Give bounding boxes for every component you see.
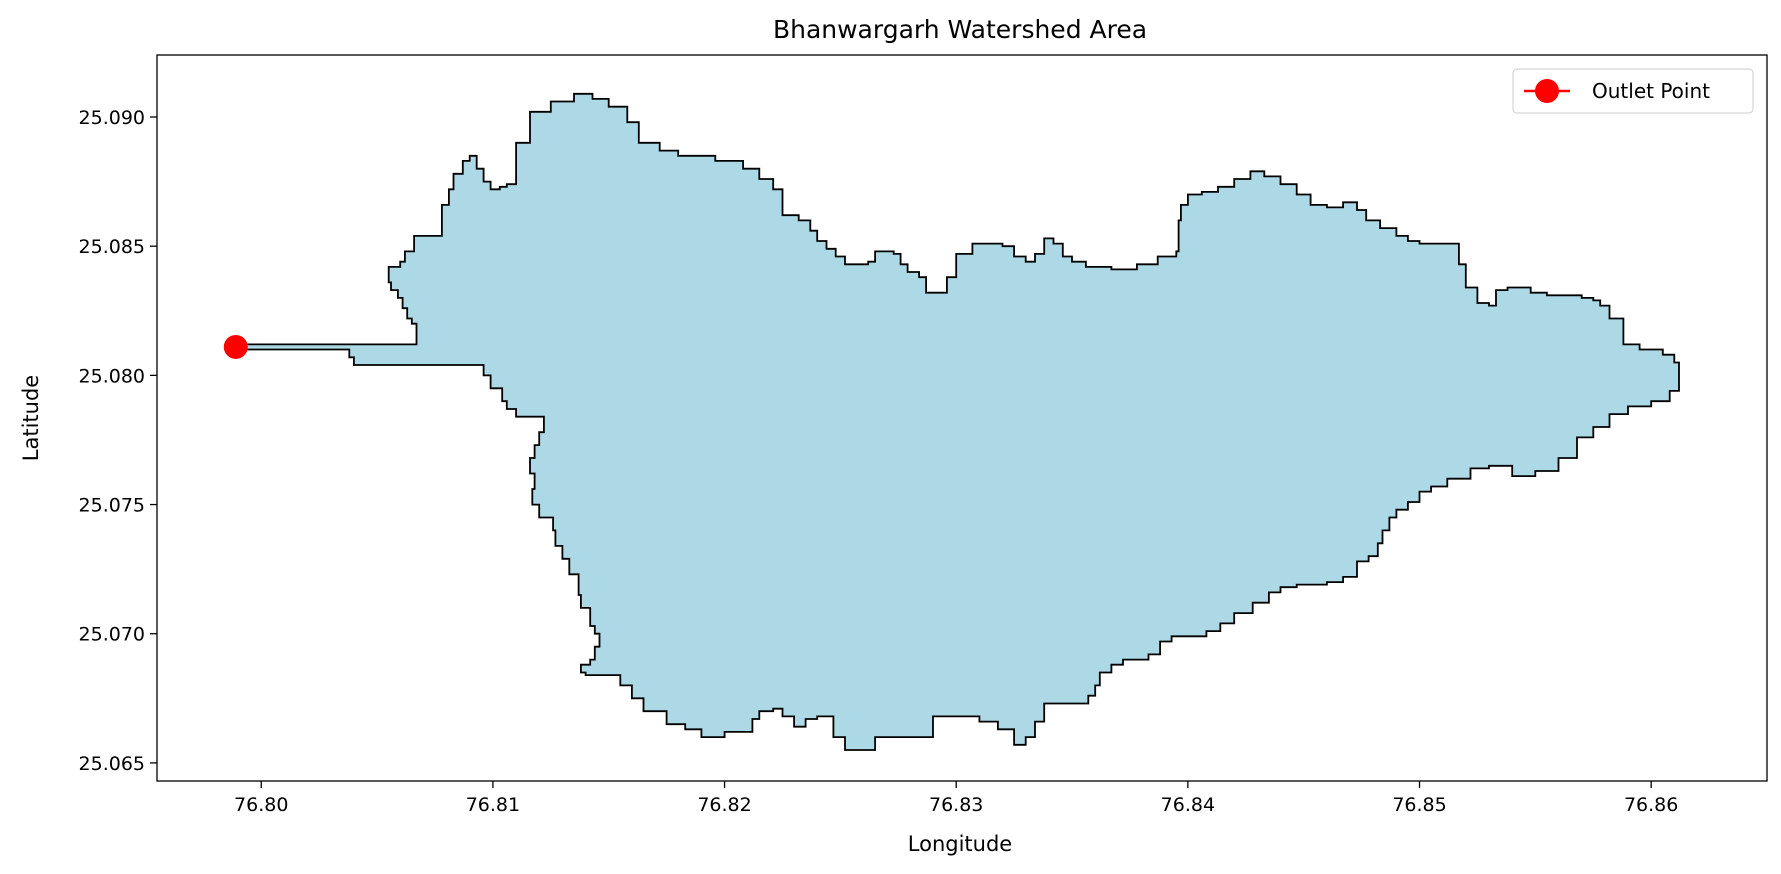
legend-entry-outlet-point: Outlet Point [1592, 79, 1710, 103]
x-tick-label: 76.84 [1161, 794, 1215, 816]
x-tick-label: 76.86 [1624, 794, 1678, 816]
x-tick-label: 76.83 [929, 794, 983, 816]
y-tick-label: 25.075 [79, 495, 145, 517]
y-axis-ticks: 25.065 25.070 25.075 25.080 25.085 25.090 [79, 107, 157, 775]
y-tick-label: 25.090 [79, 107, 145, 129]
y-tick-label: 25.065 [79, 753, 145, 775]
y-tick-label: 25.080 [79, 365, 145, 387]
x-tick-label: 76.80 [234, 794, 288, 816]
legend-marker-swatch [1535, 79, 1559, 103]
y-tick-label: 25.070 [79, 624, 145, 646]
x-tick-label: 76.82 [697, 794, 751, 816]
outlet-point-series [224, 335, 248, 359]
x-axis-ticks: 76.80 76.81 76.82 76.83 76.84 76.85 76.86 [234, 781, 1678, 816]
x-tick-label: 76.85 [1392, 794, 1446, 816]
x-axis-label: Longitude [908, 832, 1012, 856]
outlet-point-marker [224, 335, 248, 359]
y-axis-label: Latitude [19, 375, 43, 461]
legend: Outlet Point [1513, 69, 1753, 113]
y-tick-label: 25.085 [79, 236, 145, 258]
x-tick-label: 76.81 [466, 794, 520, 816]
chart-title: Bhanwargarh Watershed Area [773, 15, 1147, 44]
